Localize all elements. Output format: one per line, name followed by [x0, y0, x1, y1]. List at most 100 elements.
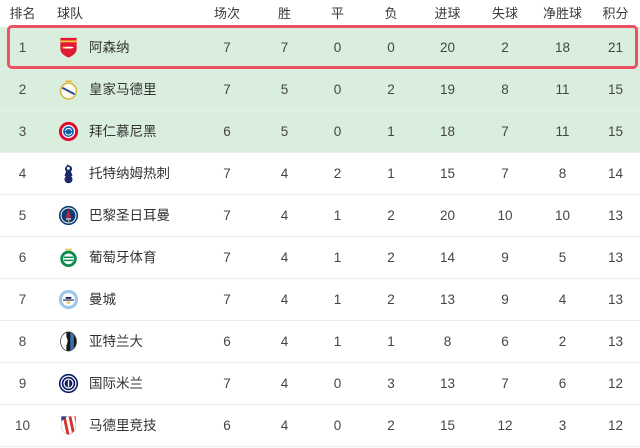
losses-cell: 2	[387, 207, 395, 223]
points-cell: 13	[607, 207, 624, 223]
goals-against-cell: 7	[501, 375, 509, 391]
draws-cell: 0	[333, 417, 342, 433]
draws-cell: 1	[333, 333, 342, 349]
wins-cell: 4	[280, 207, 289, 223]
goals-for-cell: 8	[443, 333, 452, 349]
goals-against-cell: 7	[501, 123, 509, 139]
col-header-goals-against: 失球	[491, 6, 518, 21]
played-cell: 7	[223, 249, 231, 265]
team-name: 亚特兰大	[89, 333, 143, 349]
points-cell: 12	[607, 375, 624, 391]
draws-cell: 1	[333, 207, 342, 223]
losses-cell: 2	[387, 291, 395, 307]
played-cell: 7	[223, 291, 231, 307]
table-row: 5 巴黎圣日耳曼 7 4 1 2 20 10 10 13	[0, 195, 640, 237]
team-name: 曼城	[89, 291, 116, 307]
team-cell: 托特纳姆热刺	[45, 162, 197, 185]
col-header-wins: 胜	[277, 6, 291, 21]
table-row: 7 曼城 7 4 1 2 13 9 4 13	[0, 279, 640, 321]
team-name: 拜仁慕尼黑	[89, 123, 157, 139]
goals-against-cell: 9	[501, 249, 509, 265]
losses-cell: 0	[387, 39, 395, 55]
col-header-draws: 平	[330, 6, 344, 21]
rank-cell: 3	[18, 123, 27, 139]
atletico-madrid-crest-icon	[57, 414, 80, 437]
table-row: 4 托特纳姆热刺 7 4 2 1 15 7 8 14	[0, 153, 640, 195]
team-name: 皇家马德里	[89, 81, 157, 97]
team-name: 葡萄牙体育	[89, 249, 157, 265]
inter-milan-crest-icon	[57, 372, 80, 395]
psg-crest-icon	[57, 204, 80, 227]
draws-cell: 0	[333, 39, 342, 55]
losses-cell: 2	[387, 417, 395, 433]
goal-diff-cell: 11	[555, 123, 570, 139]
rank-cell: 7	[18, 291, 27, 307]
team-cell: 国际米兰	[45, 372, 197, 395]
col-header-team: 球队	[57, 6, 84, 21]
draws-cell: 0	[333, 375, 342, 391]
bayern-munich-crest-icon	[57, 120, 80, 143]
goal-diff-cell: 2	[558, 333, 567, 349]
team-name: 巴黎圣日耳曼	[89, 207, 170, 223]
team-cell: 拜仁慕尼黑	[45, 120, 197, 143]
table-row: 10 马德里竞技 6 4 0 2 15 12 3 12	[0, 405, 640, 447]
losses-cell: 2	[387, 81, 395, 97]
goals-for-cell: 18	[439, 123, 456, 139]
played-cell: 7	[223, 375, 231, 391]
goals-against-cell: 12	[497, 417, 513, 433]
draws-cell: 1	[333, 249, 342, 265]
goals-for-cell: 19	[439, 81, 456, 97]
rank-cell: 8	[18, 333, 27, 349]
points-cell: 15	[607, 123, 624, 139]
arsenal-crest-icon	[57, 36, 80, 59]
goals-for-cell: 15	[439, 165, 456, 181]
goal-diff-cell: 3	[558, 417, 567, 433]
atalanta-crest-icon	[57, 330, 80, 353]
col-header-goals-for: 进球	[434, 6, 461, 21]
team-cell: 巴黎圣日耳曼	[45, 204, 197, 227]
goals-for-cell: 13	[439, 375, 456, 391]
wins-cell: 4	[280, 333, 289, 349]
points-cell: 14	[607, 165, 624, 181]
draws-cell: 1	[333, 291, 342, 307]
played-cell: 7	[223, 39, 231, 55]
goal-diff-cell: 11	[555, 81, 570, 97]
wins-cell: 4	[280, 375, 289, 391]
team-name: 阿森纳	[89, 39, 130, 55]
sporting-cp-crest-icon	[57, 246, 80, 269]
losses-cell: 2	[387, 249, 395, 265]
real-madrid-crest-icon	[57, 78, 80, 101]
goal-diff-cell: 4	[558, 291, 567, 307]
points-cell: 21	[607, 39, 624, 55]
played-cell: 7	[223, 81, 231, 97]
team-cell: 葡萄牙体育	[45, 246, 197, 269]
goals-against-cell: 10	[497, 207, 513, 223]
played-cell: 7	[223, 207, 231, 223]
goal-diff-cell: 18	[554, 39, 571, 55]
goals-for-cell: 20	[439, 207, 456, 223]
goal-diff-cell: 5	[558, 249, 567, 265]
rank-cell: 4	[18, 165, 27, 181]
goal-diff-cell: 8	[558, 165, 567, 181]
draws-cell: 0	[333, 81, 342, 97]
team-name: 马德里竞技	[89, 417, 157, 433]
played-cell: 7	[223, 165, 231, 181]
table-row: 1 阿森纳 7 7 0 0 20 2 18 21	[0, 25, 640, 69]
wins-cell: 5	[280, 123, 289, 139]
goals-against-cell: 2	[501, 39, 509, 55]
tottenham-crest-icon	[57, 162, 80, 185]
losses-cell: 3	[387, 375, 395, 391]
goals-for-cell: 15	[439, 417, 456, 433]
team-cell: 亚特兰大	[45, 330, 197, 353]
losses-cell: 1	[387, 123, 395, 139]
losses-cell: 1	[387, 333, 395, 349]
rank-cell: 2	[18, 81, 27, 97]
goals-against-cell: 6	[501, 333, 509, 349]
table-row: 3 拜仁慕尼黑 6 5 0 1 18 7 11 15	[0, 111, 640, 153]
rank-cell: 9	[18, 375, 27, 391]
goal-diff-cell: 10	[554, 207, 571, 223]
rank-cell: 1	[18, 39, 27, 55]
team-cell: 马德里竞技	[45, 414, 197, 437]
team-cell: 曼城	[45, 288, 197, 311]
